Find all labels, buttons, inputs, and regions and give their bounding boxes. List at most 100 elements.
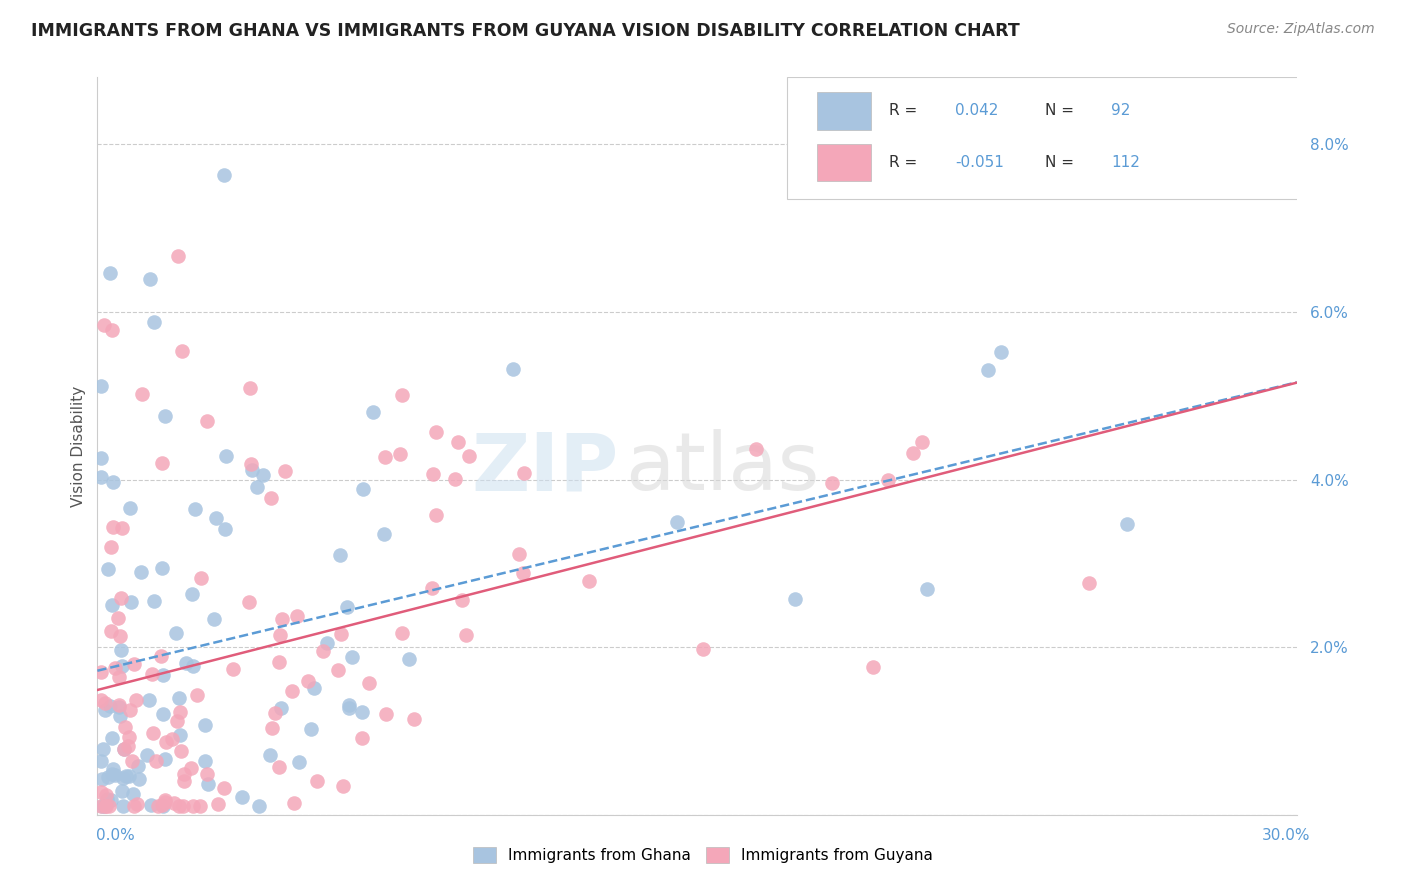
Point — [252, 467, 274, 482]
Point — [269, 628, 291, 642]
Text: ZIP: ZIP — [472, 429, 619, 508]
Point — [150, 561, 173, 575]
Point — [112, 799, 135, 814]
Point — [915, 582, 938, 596]
Point — [270, 612, 292, 626]
Point — [270, 701, 292, 715]
Text: N =: N = — [1045, 155, 1078, 169]
Point — [139, 797, 162, 812]
Point — [165, 626, 187, 640]
Point — [93, 318, 115, 332]
Point — [170, 744, 193, 758]
Text: IMMIGRANTS FROM GHANA VS IMMIGRANTS FROM GUYANA VISION DISABILITY CORRELATION CH: IMMIGRANTS FROM GHANA VS IMMIGRANTS FROM… — [31, 22, 1019, 40]
Point — [112, 742, 135, 756]
Point — [425, 425, 447, 439]
Point — [911, 434, 934, 449]
Point — [91, 742, 114, 756]
Point — [299, 722, 322, 736]
Point — [212, 780, 235, 795]
Point — [94, 696, 117, 710]
Point — [142, 726, 165, 740]
Text: 0.0%: 0.0% — [96, 828, 135, 843]
Point — [821, 475, 844, 490]
Point — [184, 502, 207, 516]
Point — [114, 769, 136, 783]
Point — [118, 731, 141, 745]
Point — [315, 636, 337, 650]
Text: R =: R = — [889, 103, 922, 119]
Text: N =: N = — [1045, 103, 1078, 119]
Point — [131, 387, 153, 401]
Point — [340, 650, 363, 665]
Point — [259, 747, 281, 762]
Point — [90, 450, 112, 465]
Point — [181, 586, 204, 600]
Point — [90, 379, 112, 393]
Point — [197, 777, 219, 791]
Legend: Immigrants from Ghana, Immigrants from Guyana: Immigrants from Ghana, Immigrants from G… — [465, 839, 941, 871]
Point — [112, 742, 135, 756]
Point — [239, 381, 262, 395]
Point — [283, 796, 305, 810]
Point — [422, 467, 444, 482]
Point — [692, 642, 714, 657]
Point — [173, 767, 195, 781]
Point — [246, 480, 269, 494]
Point — [101, 762, 124, 776]
Point — [166, 250, 188, 264]
Point — [451, 593, 474, 607]
Point — [129, 565, 152, 579]
Point — [352, 482, 374, 496]
Point — [239, 457, 262, 471]
Point — [117, 739, 139, 753]
Point — [121, 787, 143, 801]
Point — [111, 659, 134, 673]
Point — [139, 272, 162, 286]
Point — [458, 449, 481, 463]
Point — [214, 522, 236, 536]
Text: 30.0%: 30.0% — [1263, 828, 1310, 843]
Point — [110, 591, 132, 606]
Point — [352, 731, 374, 745]
Point — [125, 693, 148, 707]
Point — [101, 731, 124, 746]
Point — [181, 799, 204, 814]
Point — [391, 388, 413, 402]
Point — [100, 541, 122, 555]
Point — [91, 772, 114, 786]
Point — [100, 624, 122, 638]
Point — [167, 691, 190, 706]
Point — [146, 799, 169, 814]
Point — [169, 799, 191, 814]
Point — [153, 793, 176, 807]
Point — [90, 799, 112, 814]
Point — [100, 793, 122, 807]
Point — [190, 571, 212, 585]
Point — [260, 491, 283, 505]
Text: 0.042: 0.042 — [955, 103, 998, 119]
Point — [666, 515, 689, 529]
Point — [127, 758, 149, 772]
Point — [903, 446, 925, 460]
Point — [110, 642, 132, 657]
Point — [194, 718, 217, 732]
Point — [207, 797, 229, 812]
Point — [195, 414, 218, 428]
Point — [186, 689, 208, 703]
Point — [90, 693, 112, 707]
Point — [512, 566, 534, 581]
Point — [404, 712, 426, 726]
Point — [101, 520, 124, 534]
Point — [269, 655, 291, 669]
Point — [502, 361, 524, 376]
Point — [94, 799, 117, 814]
Point — [205, 511, 228, 525]
Point — [142, 593, 165, 607]
Point — [94, 799, 117, 814]
Point — [1078, 575, 1101, 590]
Point — [352, 705, 374, 719]
Point — [339, 698, 361, 712]
Point — [976, 363, 998, 377]
Point — [141, 667, 163, 681]
Point — [152, 667, 174, 681]
